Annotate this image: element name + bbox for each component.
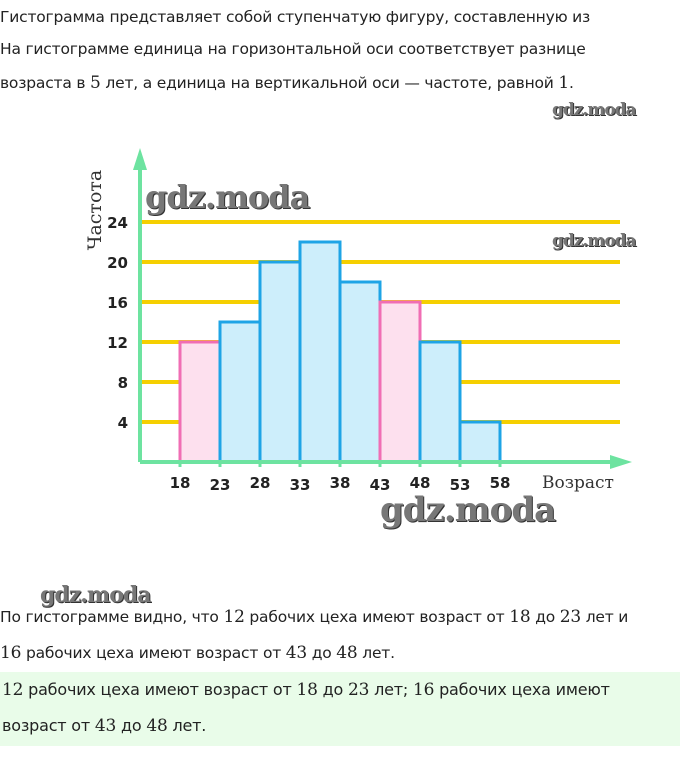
intro-line-3: возраста в 5 лет, а единица на вертикаль… — [0, 73, 574, 93]
explanation-line-2: 16 рабочих цеха имеют возраст от 43 до 4… — [0, 643, 395, 663]
number: 48 — [336, 643, 358, 663]
x-tick-label: 43 — [370, 476, 391, 494]
x-tick-label: 33 — [290, 476, 311, 494]
y-axis-label: Частота — [84, 170, 106, 250]
y-tick-label: 20 — [107, 254, 128, 272]
watermark: gdz.moda — [552, 100, 637, 120]
answer-line-1: 12 рабочих цеха имеют возраст от 18 до 2… — [2, 680, 610, 700]
text: до — [307, 644, 337, 662]
y-tick-label: 12 — [107, 334, 128, 352]
text: возраст от — [2, 716, 95, 735]
histogram-bar — [178, 340, 222, 464]
number: 23 — [559, 607, 581, 627]
text: лет. — [357, 644, 395, 662]
number: 16 — [0, 643, 22, 663]
x-tick-label: 28 — [250, 474, 271, 492]
text: до — [317, 680, 348, 699]
histogram-bar — [378, 300, 422, 464]
answer-box: 12 рабочих цеха имеют возраст от 18 до 2… — [0, 672, 680, 746]
number: 16 — [412, 680, 435, 700]
histogram-bar — [298, 240, 342, 464]
number: 23 — [347, 680, 370, 700]
text: . — [569, 74, 574, 92]
text: рабочих цеха имеют возраст от — [244, 608, 510, 626]
histogram-bar — [338, 280, 382, 464]
x-axis-label: Возраст — [542, 473, 614, 493]
y-axis-arrow — [133, 148, 147, 170]
x-tick-label: 58 — [490, 474, 511, 492]
text: По гистограмме видно, что — [0, 608, 224, 626]
watermark: gdz.moda — [380, 490, 556, 530]
x-tick-label: 18 — [170, 474, 191, 492]
number: 12 — [223, 607, 245, 627]
histogram-bar — [458, 420, 502, 464]
x-tick-label: 53 — [450, 476, 471, 494]
y-tick-label: 8 — [118, 374, 128, 392]
number: 1 — [558, 73, 570, 93]
number: 18 — [296, 680, 318, 700]
text: до — [116, 716, 147, 735]
explanation-line-1: По гистограмме видно, что 12 рабочих цех… — [0, 607, 628, 627]
number: 43 — [285, 643, 308, 663]
text: лет и — [580, 608, 629, 626]
text: рабочих цеха имеют — [434, 680, 610, 699]
x-tick-label: 38 — [330, 474, 351, 492]
text: до — [530, 608, 560, 626]
number: 43 — [94, 716, 117, 736]
histogram-bar — [418, 340, 462, 464]
watermark: gdz.moda — [552, 231, 637, 251]
number: 12 — [2, 680, 24, 700]
text: лет. — [167, 716, 207, 735]
text: возраста в — [0, 74, 91, 92]
number: 48 — [146, 716, 168, 736]
answer-line-2: возраст от 43 до 48 лет. — [2, 716, 206, 736]
x-tick-label: 48 — [410, 474, 431, 492]
histogram-bar — [218, 320, 262, 464]
intro-line-2: На гистограмме единица на горизонтальной… — [0, 40, 586, 58]
number: 18 — [509, 607, 531, 627]
text: лет, а единица на вертикальной оси — час… — [100, 74, 559, 92]
watermark: gdz.moda — [40, 582, 152, 608]
y-tick-label: 4 — [118, 414, 128, 432]
number: 5 — [90, 73, 101, 93]
watermark: gdz.moda — [145, 178, 310, 216]
text: лет; — [369, 680, 413, 699]
text: рабочих цеха имеют возраст от — [21, 644, 286, 662]
intro-line-1: Гистограмма представляет собой ступенчат… — [0, 8, 591, 26]
text: рабочих цеха имеют возраст от — [23, 680, 297, 699]
y-tick-label: 24 — [107, 214, 128, 232]
x-axis-arrow — [610, 455, 632, 469]
x-tick-label: 23 — [210, 476, 231, 494]
y-tick-label: 16 — [107, 294, 128, 312]
histogram-bar — [258, 260, 302, 464]
